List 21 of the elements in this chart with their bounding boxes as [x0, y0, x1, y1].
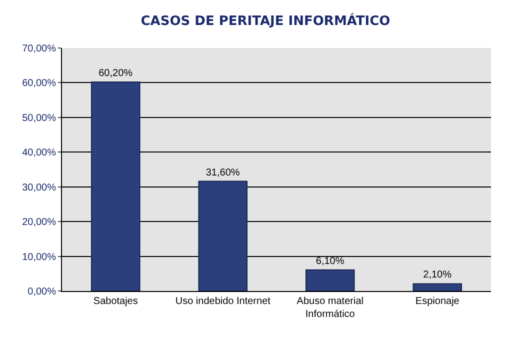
data-label: 31,60%	[206, 167, 240, 178]
x-tick-label: Sabotajes	[93, 296, 138, 307]
bar	[412, 283, 462, 291]
y-tick-label: 30,00%	[22, 182, 56, 194]
data-label: 6,10%	[316, 256, 344, 267]
chart-title: CASOS DE PERITAJE INFORMÁTICO	[140, 12, 390, 29]
y-tick-label: 10,00%	[22, 252, 56, 263]
y-tick-label: 40,00%	[22, 148, 56, 159]
bar	[305, 269, 355, 291]
data-label: 60,20%	[98, 68, 133, 80]
data-label: 2,10%	[423, 270, 452, 281]
y-tick-label: 60,00%	[22, 78, 56, 90]
y-tick-label: 0,00%	[28, 286, 56, 298]
x-tick-label: Uso indebido Internet	[175, 296, 271, 307]
x-tick-label: Espionaje	[415, 296, 460, 307]
y-tick-label: 70,00%	[22, 44, 56, 54]
bar	[90, 82, 140, 291]
bar	[198, 180, 248, 291]
y-tick-label: 20,00%	[22, 217, 56, 228]
x-tick-label: Abuso material Informático	[296, 296, 364, 320]
y-tick-label: 50,00%	[22, 112, 56, 124]
